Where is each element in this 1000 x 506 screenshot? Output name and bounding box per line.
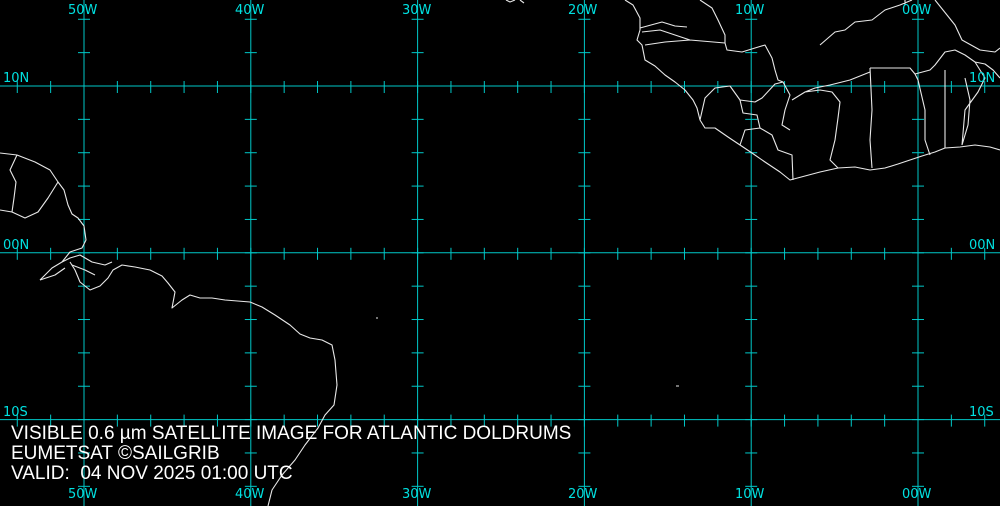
caption-valid-time: VALID: 04 NOV 2025 01:00 UTC [11,463,293,484]
lon-label-bottom-00w: 00W [902,487,932,502]
lon-label-bottom-40w: 40W [235,487,265,502]
lon-label-bottom-20w: 20W [568,487,598,502]
south-america-borders [0,154,59,219]
lon-label-top-20w: 20W [568,3,598,18]
lon-label-top-40w: 40W [235,3,265,18]
lon-label-top-10w: 10W [735,3,765,18]
lat-label-right-10s: 10S [969,405,994,420]
lon-label-bottom-30w: 30W [402,487,432,502]
caption-title: VISIBLE 0.6 µm SATELLITE IMAGE FOR ATLAN… [11,423,572,444]
lat-label-left-10n: 10N [3,71,30,86]
image-caption: VISIBLE 0.6 µm SATELLITE IMAGE FOR ATLAN… [11,424,571,484]
lon-label-bottom-50w: 50W [68,487,98,502]
lon-label-top-00w: 00W [902,3,932,18]
lon-label-top-30w: 30W [402,3,432,18]
lat-label-left-00n: 00N [3,238,30,253]
africa-coast [624,0,1000,181]
lat-label-right-10n: 10N [969,71,996,86]
islands [376,0,679,387]
lon-label-bottom-10w: 10W [735,487,765,502]
lat-label-right-00n: 00N [969,238,996,253]
africa-borders [639,0,1000,181]
caption-credit: EUMETSAT ©SAILGRIB [11,443,220,464]
lon-label-top-50w: 50W [68,3,98,18]
south-america-coast [0,152,338,506]
lat-label-left-10s: 10S [3,405,28,420]
amazon-delta [39,254,113,281]
